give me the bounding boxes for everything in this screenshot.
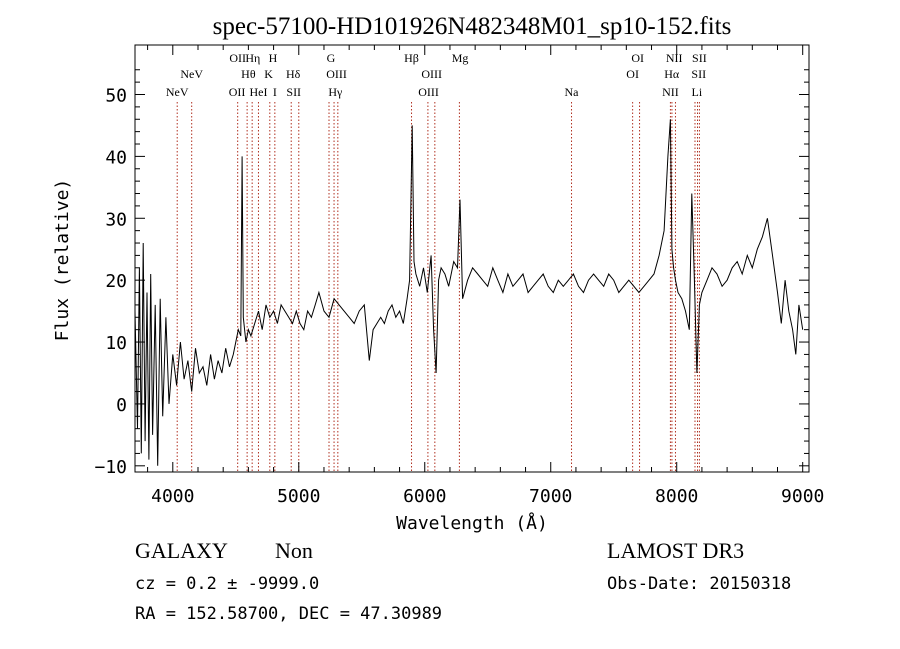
spectral-line-label: Hδ <box>286 67 301 81</box>
spectral-line-label: NeV <box>166 85 189 99</box>
y-tick-label: 40 <box>105 147 127 168</box>
marker-lines <box>176 102 700 472</box>
y-tick-label: 10 <box>105 333 127 354</box>
spectrum-line <box>134 119 804 466</box>
spectral-line-label: Hα <box>664 67 680 81</box>
spectral-line-label: OIII <box>418 85 439 99</box>
coordinates-line: RA = 152.58700, DEC = 47.30989 <box>135 604 442 624</box>
object-class: GALAXY <box>135 538 228 563</box>
redshift-line: cz = 0.2 ± -9999.0 <box>135 574 319 594</box>
x-tick-label: 6000 <box>403 486 446 507</box>
spectral-line-label: HeI <box>249 85 267 99</box>
x-tick-label: 8000 <box>655 486 698 507</box>
spectral-line-label: Mg <box>452 51 469 65</box>
spectral-line-label: G <box>327 51 336 65</box>
x-axis-label: Wavelength (Å) <box>396 512 548 534</box>
survey-name: LAMOST DR3 <box>607 538 744 563</box>
x-tick-label: 5000 <box>277 486 320 507</box>
spectral-line-label: SII <box>286 85 301 99</box>
y-tick-label: 50 <box>105 86 127 107</box>
spectral-line-label: SII <box>691 67 706 81</box>
x-axis: 4000 5000 6000 7000 8000 9000 <box>147 45 824 507</box>
y-axis-label: Flux (relative) <box>52 179 73 342</box>
spectral-line-label: Hβ <box>404 51 419 65</box>
spectral-line-label: OI <box>631 51 644 65</box>
spectral-line-label: OIII <box>421 67 442 81</box>
spectral-line-label: NeV <box>180 67 203 81</box>
observation-date: Obs-Date: 20150318 <box>607 574 791 594</box>
spectral-line-label: K <box>264 67 273 81</box>
x-tick-label: 7000 <box>529 486 572 507</box>
x-tick-label: 9000 <box>781 486 824 507</box>
spectral-line-label: OII <box>229 51 246 65</box>
spectral-line-label: I <box>273 85 277 99</box>
spectral-line-label: OII <box>229 85 246 99</box>
spectral-line-label: NII <box>666 51 683 65</box>
chart-title: spec-57100-HD101926N482348M01_sp10-152.f… <box>213 13 732 40</box>
spectral-line-label: Hθ <box>241 67 256 81</box>
y-tick-label: 0 <box>116 395 127 416</box>
spectral-line-label: OIII <box>326 67 347 81</box>
spectral-line-label: SII <box>692 51 707 65</box>
spectral-line-label: H <box>269 51 278 65</box>
y-axis: −10 0 10 20 30 40 50 <box>94 69 809 478</box>
spectral-line-label: NII <box>662 85 679 99</box>
y-tick-label: 30 <box>105 209 127 230</box>
spectral-line-label: Na <box>565 85 580 99</box>
plot-frame <box>134 44 810 473</box>
spectral-line-label: Hη <box>245 51 260 65</box>
spectral-line-label: OI <box>626 67 639 81</box>
spectral-line-label: Li <box>692 85 703 99</box>
object-subclass: Non <box>275 538 313 563</box>
y-tick-label: 20 <box>105 271 127 292</box>
spectral-line-label: Hγ <box>328 85 343 99</box>
marker-labels: NeVNeVOIIOIIHηHθHeIHKIHδSIIGOIIIHγHβOIII… <box>166 51 707 99</box>
x-tick-label: 4000 <box>151 486 194 507</box>
y-tick-label: −10 <box>94 457 127 478</box>
